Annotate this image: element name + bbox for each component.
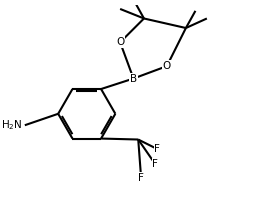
Text: F: F — [152, 159, 158, 169]
Text: F: F — [154, 144, 160, 154]
Text: H$_2$N: H$_2$N — [1, 118, 23, 132]
Text: O: O — [163, 61, 171, 71]
Text: B: B — [130, 74, 137, 83]
Text: F: F — [138, 173, 144, 183]
Text: O: O — [116, 37, 124, 47]
